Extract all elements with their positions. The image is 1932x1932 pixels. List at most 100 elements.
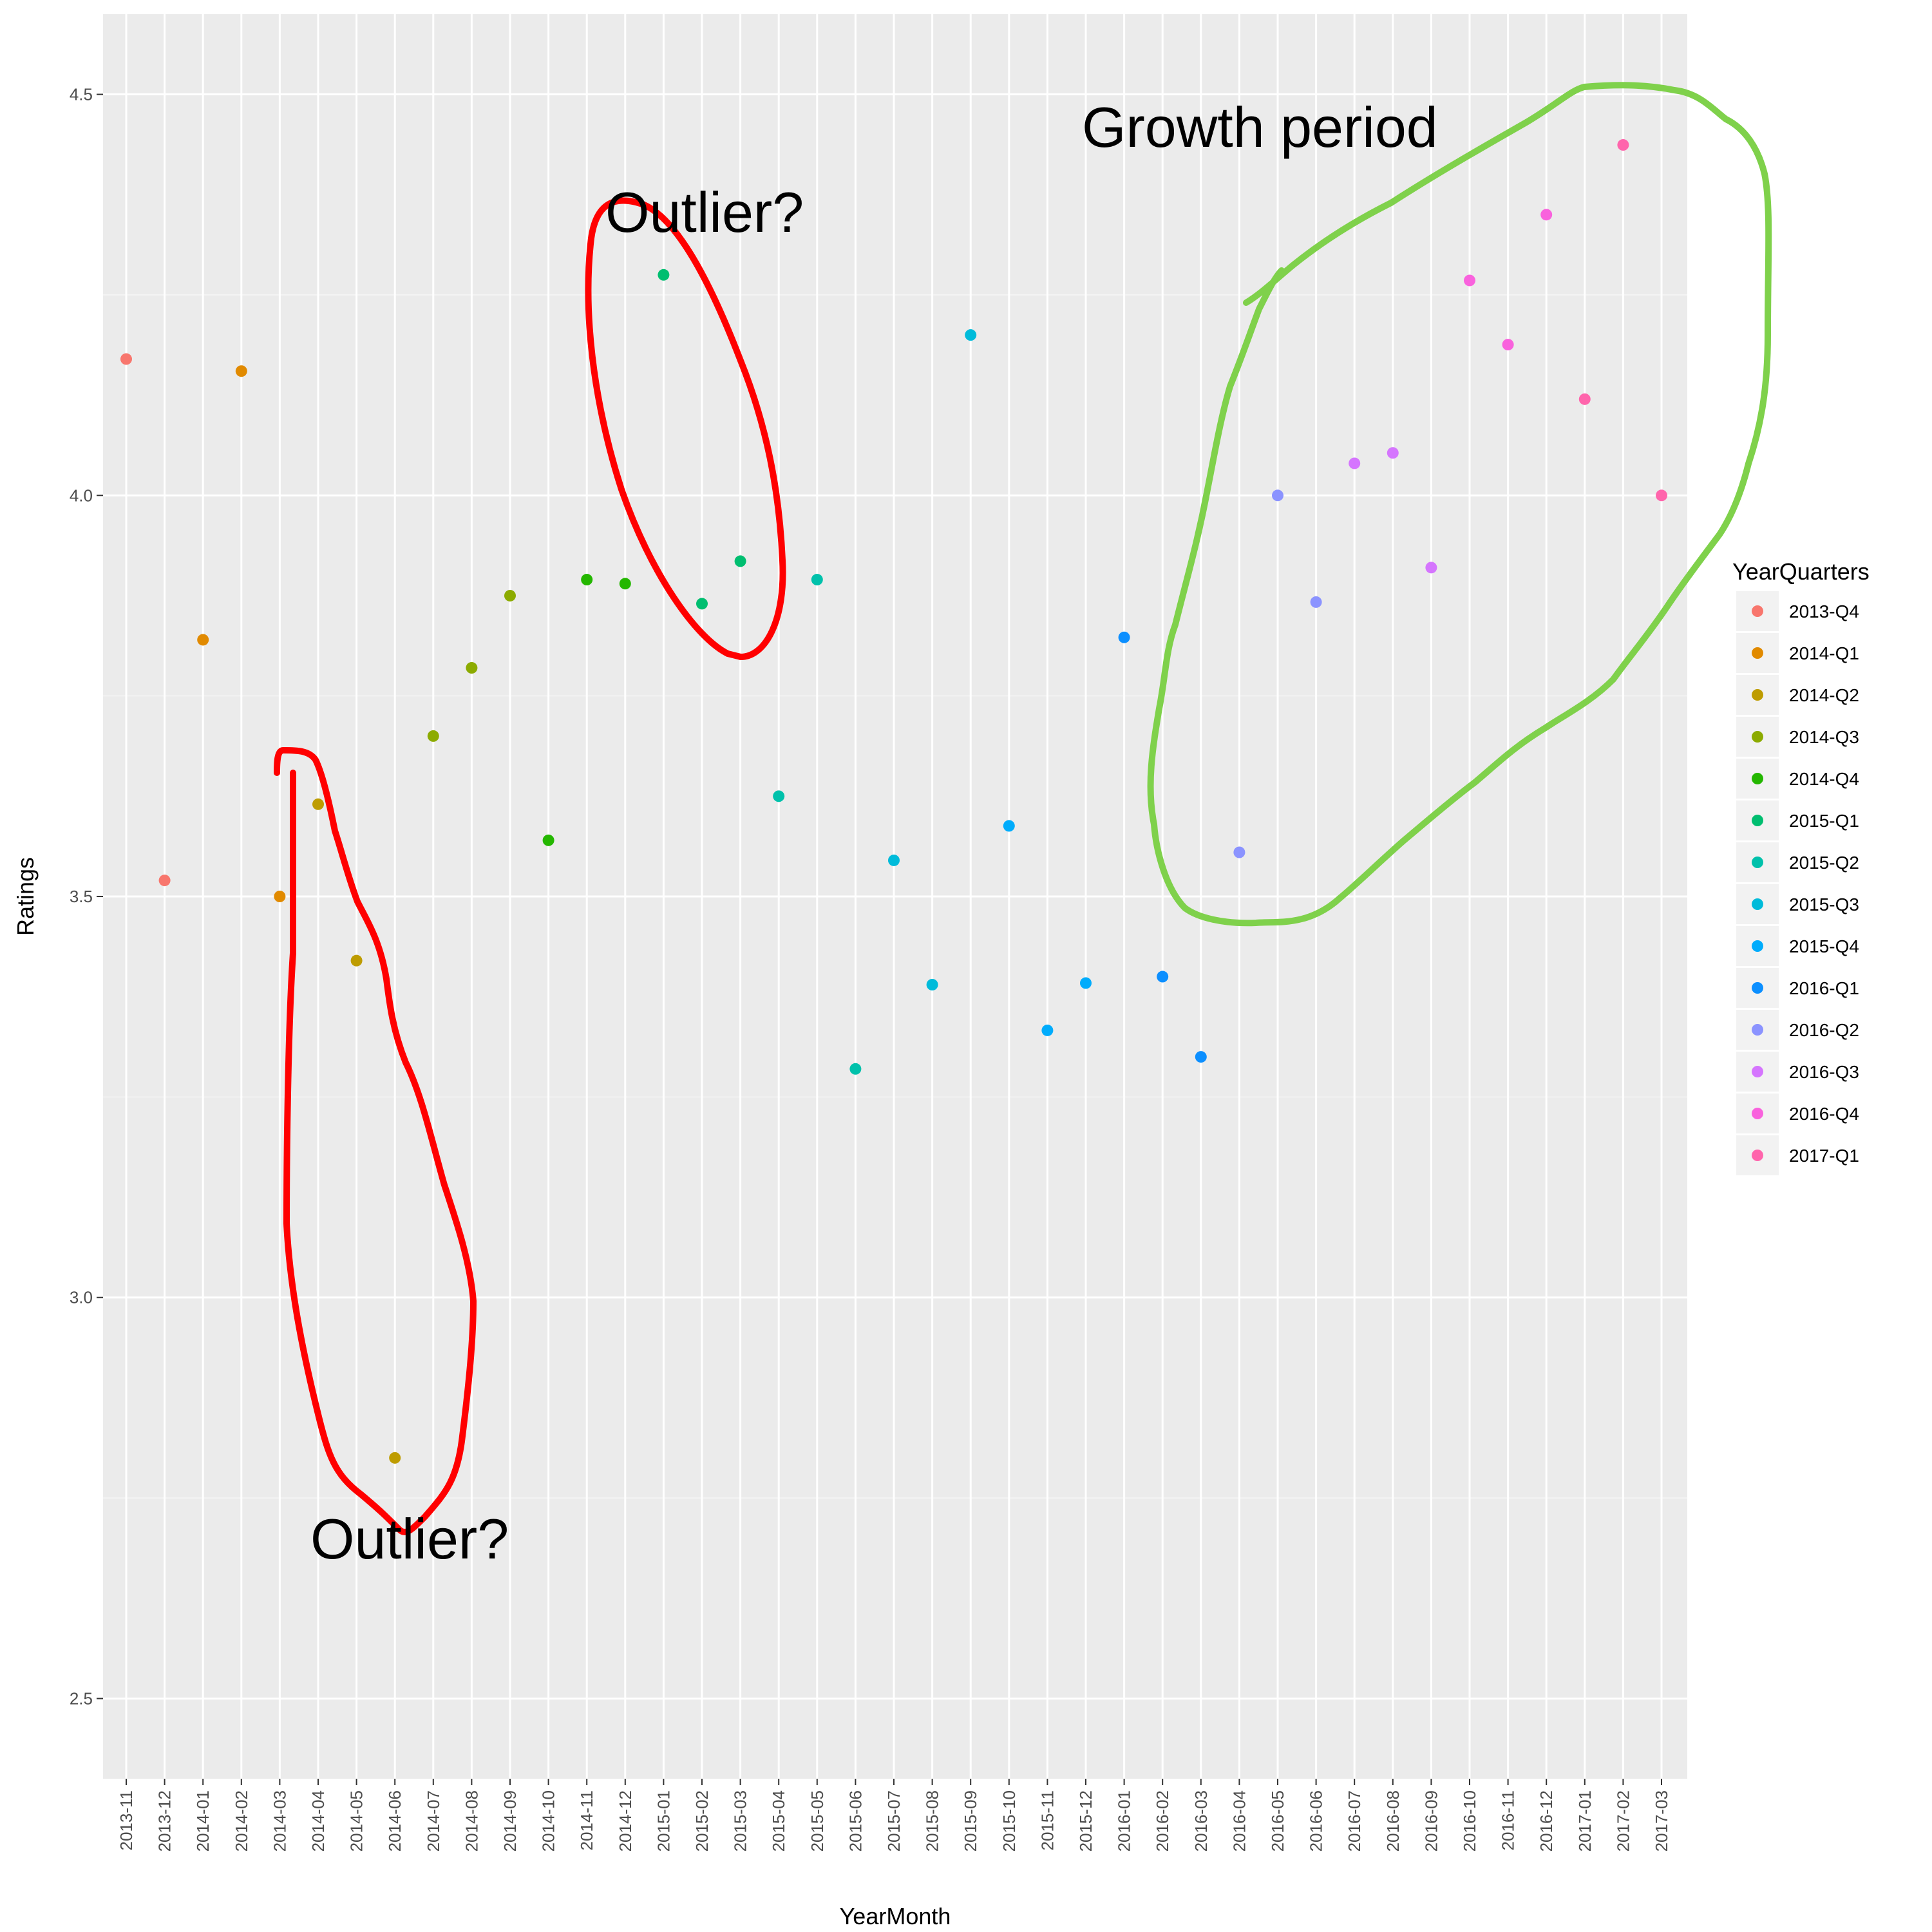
legend-label: 2014-Q1	[1789, 643, 1859, 663]
outlier-circle-bottom	[274, 747, 477, 1535]
x-tick-label: 2014-08	[462, 1790, 481, 1852]
data-points	[120, 139, 1667, 1464]
grid-lines	[103, 14, 1687, 1779]
x-tick-label: 2016-12	[1537, 1790, 1556, 1852]
legend: YearQuarters 2013-Q4 2014-Q1 2014-Q2 2014-Q3…	[1732, 558, 1870, 1175]
x-tick-label: 2016-01	[1115, 1790, 1134, 1852]
x-tick-label: 2014-11	[577, 1790, 596, 1851]
data-point	[120, 353, 132, 365]
data-point	[1195, 1051, 1207, 1063]
legend-key-dot	[1752, 773, 1763, 784]
x-tick-label: 2017-03	[1652, 1790, 1671, 1852]
y-tick-label: 4.0	[70, 486, 93, 505]
data-point	[1502, 339, 1514, 351]
x-tick-label: 2016-10	[1460, 1790, 1479, 1852]
x-tick-label: 2015-10	[999, 1790, 1019, 1852]
x-tick-label: 2014-04	[308, 1790, 328, 1852]
legend-title: YearQuarters	[1732, 558, 1870, 585]
legend-label: 2015-Q3	[1789, 895, 1859, 914]
x-tick-label: 2015-02	[692, 1790, 712, 1852]
x-tick-label: 2015-06	[846, 1790, 865, 1852]
y-tick-label: 3.5	[70, 887, 93, 906]
x-tick-label: 2016-03	[1191, 1790, 1211, 1852]
data-point	[1157, 971, 1169, 983]
x-tick-label: 2015-04	[769, 1790, 788, 1852]
data-point	[888, 854, 900, 866]
legend-key-dot	[1752, 605, 1763, 617]
data-point	[235, 365, 247, 377]
data-point	[466, 662, 478, 674]
data-point	[581, 574, 593, 586]
data-point	[734, 555, 746, 567]
x-tick-label: 2015-01	[654, 1790, 673, 1852]
y-tick-label: 3.0	[70, 1288, 93, 1307]
legend-label: 2017-Q1	[1789, 1146, 1859, 1166]
data-point	[658, 269, 670, 281]
data-point	[1578, 393, 1591, 405]
legend-label: 2016-Q1	[1789, 978, 1859, 998]
x-tick-label: 2014-03	[270, 1790, 289, 1852]
legend-label: 2016-Q2	[1789, 1020, 1859, 1040]
x-tick-label: 2016-08	[1383, 1790, 1403, 1852]
x-tick-label: 2014-01	[193, 1790, 213, 1852]
data-point	[504, 589, 516, 601]
x-tick-label: 2015-12	[1076, 1790, 1095, 1852]
data-point	[1310, 596, 1322, 608]
legend-key-dot	[1752, 731, 1763, 743]
data-point	[389, 1452, 401, 1464]
x-tick-label: 2014-06	[385, 1790, 404, 1852]
growth-period-circle	[1147, 82, 1772, 927]
x-tick-label: 2014-07	[424, 1790, 443, 1852]
annotation-label: Outlier?	[310, 1507, 509, 1571]
data-point	[427, 730, 439, 742]
data-point	[350, 954, 363, 967]
data-point	[619, 578, 631, 590]
legend-label: 2014-Q3	[1789, 727, 1859, 747]
data-point	[197, 634, 209, 646]
data-point	[1233, 846, 1245, 858]
data-point	[1387, 447, 1399, 459]
annotation-labels: Outlier? Outlier? Growth period	[310, 95, 1438, 1571]
x-tick-label: 2016-06	[1307, 1790, 1326, 1852]
x-tick-label: 2016-07	[1345, 1790, 1364, 1852]
annotation-label: Growth period	[1082, 95, 1438, 159]
x-tick-label: 2014-12	[616, 1790, 635, 1852]
data-point	[1003, 820, 1015, 832]
data-point	[274, 891, 286, 902]
x-tick-label: 2014-05	[347, 1790, 366, 1852]
legend-label: 2015-Q1	[1789, 811, 1859, 831]
legend-key-dot	[1752, 857, 1763, 868]
x-tick-label: 2014-02	[232, 1790, 251, 1852]
data-point	[965, 329, 977, 341]
x-tick-label: 2013-12	[155, 1790, 175, 1852]
legend-key-dot	[1752, 647, 1763, 659]
x-tick-label: 2016-11	[1499, 1790, 1518, 1851]
axes: 2.5 3.0 3.5 4.0 4.5 2013-11 2013-12 2014-01 2014…	[12, 85, 1671, 1929]
x-tick-label: 2017-02	[1613, 1790, 1633, 1852]
outlier-circle-top	[585, 197, 786, 660]
x-tick-label: 2015-09	[961, 1790, 980, 1852]
x-tick-label: 2014-09	[500, 1790, 520, 1852]
legend-label: 2016-Q3	[1789, 1062, 1859, 1082]
legend-label: 2014-Q4	[1789, 769, 1859, 789]
data-point	[1349, 457, 1361, 469]
data-point	[1080, 977, 1092, 989]
x-tick-label: 2015-07	[884, 1790, 904, 1852]
legend-key-dot	[1752, 815, 1763, 826]
x-tick-label: 2017-01	[1575, 1790, 1595, 1852]
legend-key-dot	[1752, 689, 1763, 701]
legend-key-dot	[1752, 982, 1763, 994]
data-point	[1464, 274, 1475, 287]
data-point	[696, 598, 708, 610]
x-axis-title: YearMonth	[840, 1903, 951, 1929]
x-tick-label: 2016-04	[1229, 1790, 1249, 1852]
x-tick-label: 2015-05	[808, 1790, 827, 1852]
data-point	[811, 574, 823, 586]
data-point	[849, 1063, 862, 1075]
legend-label: 2016-Q4	[1789, 1104, 1859, 1124]
data-point	[312, 798, 324, 810]
x-tick-label: 2015-11	[1037, 1790, 1057, 1851]
legend-key-dot	[1752, 898, 1763, 910]
x-tick-label: 2014-10	[539, 1790, 558, 1852]
